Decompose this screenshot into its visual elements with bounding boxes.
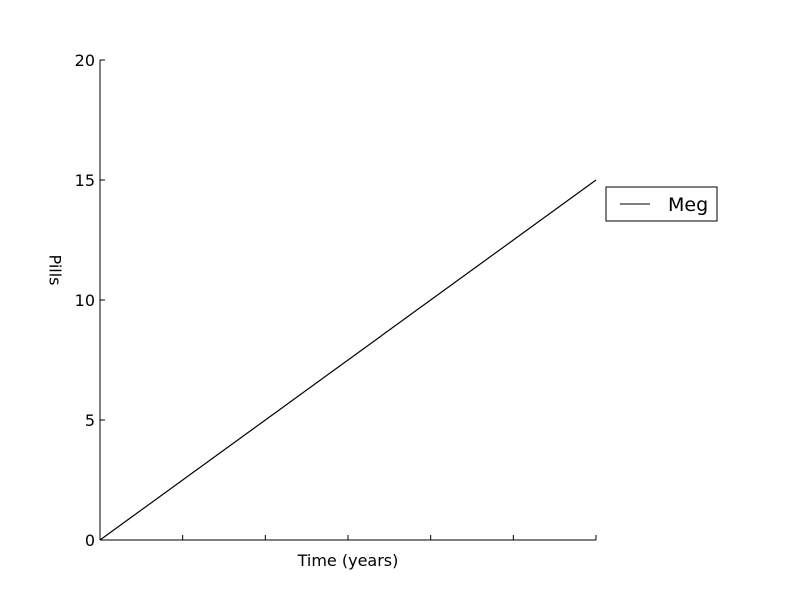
y-tick-label: 15 (75, 171, 95, 190)
axis-labels: Time (years) Pills (46, 255, 399, 570)
y-tick-label: 5 (85, 411, 95, 430)
legend: Meg (605, 186, 718, 222)
y-axis-label: Pills (46, 255, 65, 286)
y-tick-label: 20 (75, 51, 95, 70)
x-axis-label: Time (years) (297, 551, 399, 570)
y-tick-label: 10 (75, 291, 95, 310)
plot-area (99, 179, 597, 541)
series-line-meg (99, 179, 597, 541)
legend-entry-label: Meg (668, 194, 708, 216)
axes: 0 5 10 15 20 (75, 51, 597, 550)
y-tick-label: 0 (85, 531, 95, 550)
